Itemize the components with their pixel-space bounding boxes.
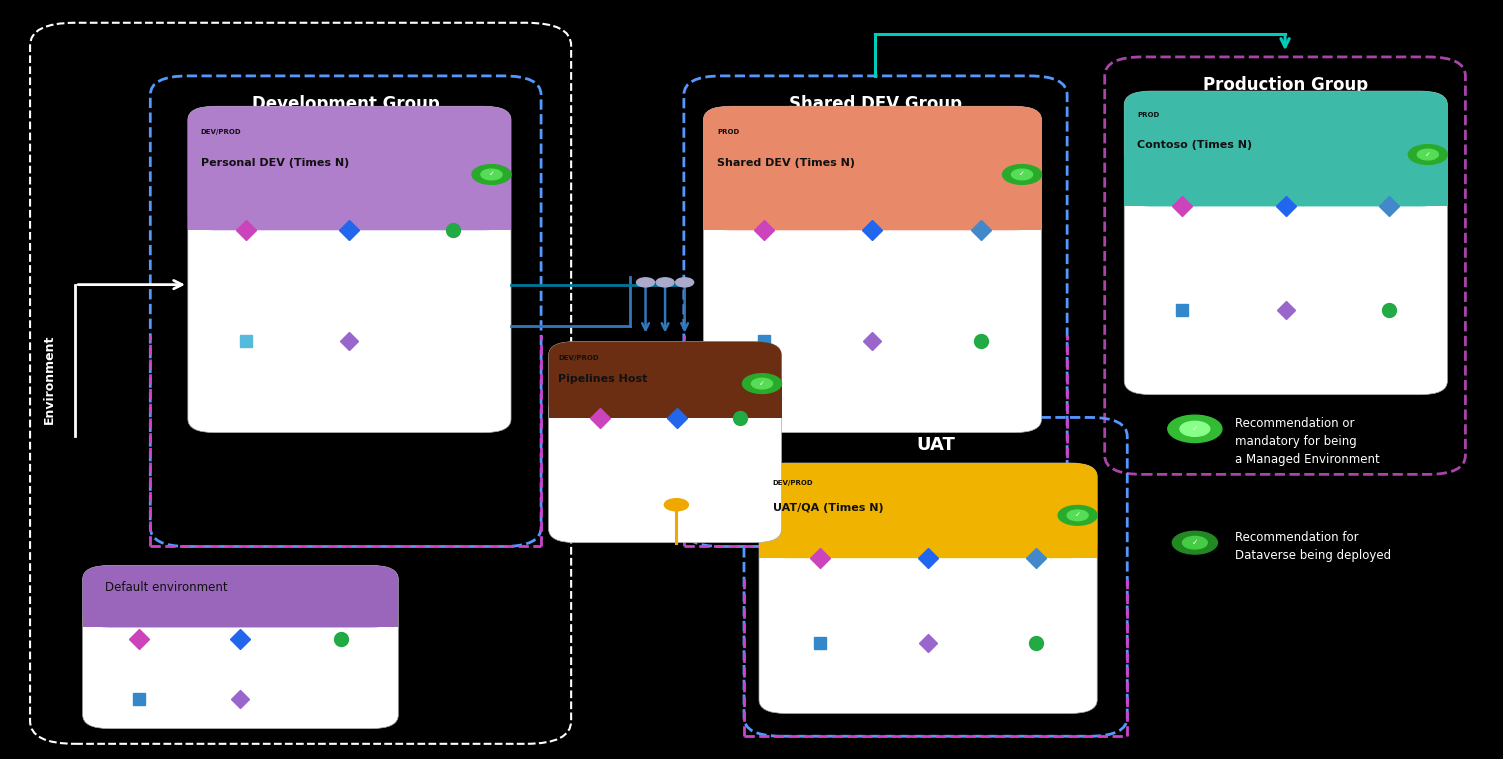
Circle shape [637,278,655,287]
Text: ✓: ✓ [488,172,494,178]
Text: ✓: ✓ [759,380,765,386]
Circle shape [481,169,502,180]
Text: Production Group: Production Group [1202,76,1368,94]
FancyBboxPatch shape [83,600,398,628]
Text: Shared DEV Group: Shared DEV Group [789,95,962,113]
FancyBboxPatch shape [549,342,782,543]
Circle shape [472,165,511,184]
FancyBboxPatch shape [83,565,398,628]
FancyBboxPatch shape [703,106,1042,230]
FancyBboxPatch shape [1124,155,1447,206]
FancyBboxPatch shape [703,106,1042,433]
FancyBboxPatch shape [549,383,782,418]
Text: DEV/PROD: DEV/PROD [201,128,242,134]
Text: Contoso (Times N): Contoso (Times N) [1138,140,1252,150]
Circle shape [1408,145,1447,165]
Circle shape [1183,537,1207,549]
Text: ✓: ✓ [1192,424,1198,433]
FancyBboxPatch shape [1124,91,1447,206]
Text: Shared DEV (Times N): Shared DEV (Times N) [717,159,855,168]
Text: Recommendation or
mandatory for being
a Managed Environment: Recommendation or mandatory for being a … [1235,417,1380,467]
FancyBboxPatch shape [549,342,782,418]
Text: PROD: PROD [717,128,739,134]
Text: ✓: ✓ [1019,172,1025,178]
FancyBboxPatch shape [703,175,1042,230]
Text: UAT: UAT [917,436,954,455]
Circle shape [1012,169,1033,180]
Circle shape [1003,165,1042,184]
FancyBboxPatch shape [188,106,511,230]
Circle shape [655,278,673,287]
Text: Default environment: Default environment [105,581,227,594]
Circle shape [1180,421,1210,436]
FancyBboxPatch shape [83,565,398,729]
Text: ✓: ✓ [1425,152,1431,158]
Circle shape [1172,531,1217,554]
Text: ✓: ✓ [1075,512,1081,518]
FancyBboxPatch shape [188,175,511,230]
FancyBboxPatch shape [188,106,511,433]
FancyBboxPatch shape [1124,91,1447,395]
Circle shape [1168,415,1222,442]
FancyBboxPatch shape [759,515,1097,558]
Text: UAT/QA (Times N): UAT/QA (Times N) [773,503,884,513]
Text: ✓: ✓ [1192,538,1198,547]
Text: Personal DEV (Times N): Personal DEV (Times N) [201,159,349,168]
Circle shape [1058,505,1097,525]
Text: DEV/PROD: DEV/PROD [558,355,598,361]
Circle shape [752,378,773,389]
Text: DEV/PROD: DEV/PROD [773,480,813,486]
Text: PROD: PROD [1138,112,1159,118]
Circle shape [664,499,688,511]
Circle shape [675,278,694,287]
FancyBboxPatch shape [759,463,1097,713]
Circle shape [742,373,782,393]
Text: Environment: Environment [44,335,56,424]
Text: Recommendation for
Dataverse being deployed: Recommendation for Dataverse being deplo… [1235,531,1392,562]
Text: Development Group: Development Group [253,95,439,113]
Circle shape [1417,150,1438,160]
Circle shape [1067,510,1088,521]
FancyBboxPatch shape [759,463,1097,558]
Text: Pipelines Host: Pipelines Host [558,373,648,383]
